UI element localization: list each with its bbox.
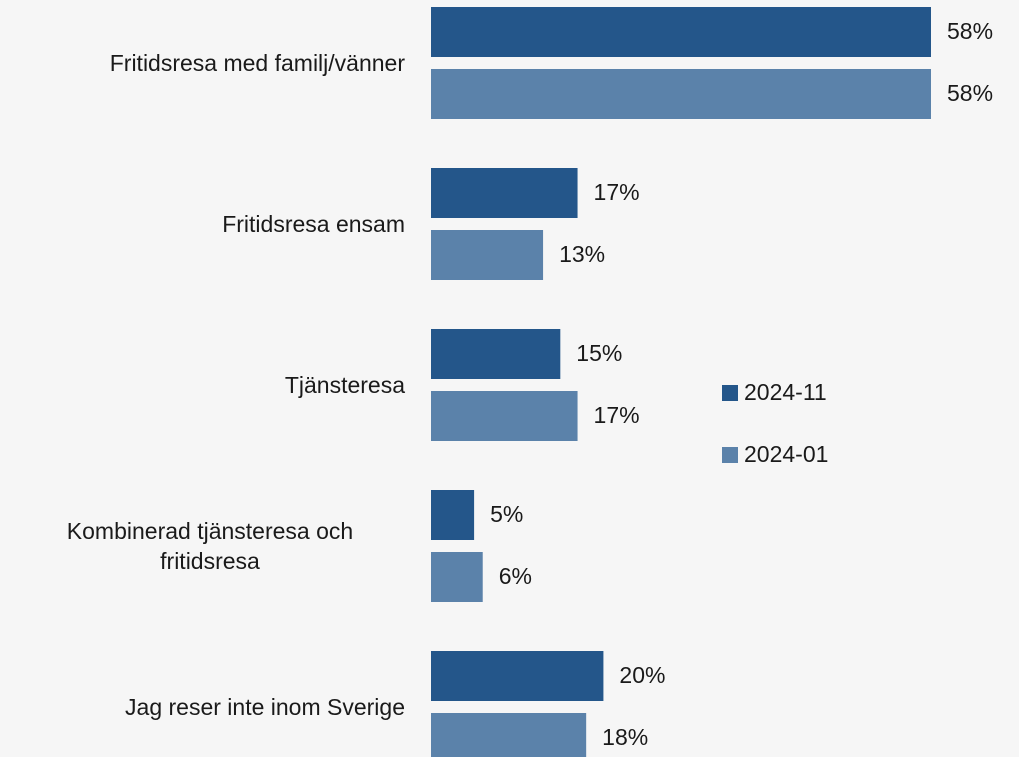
value-label: 18% [602, 724, 648, 750]
value-label: 15% [576, 340, 622, 366]
legend-label: 2024-11 [744, 379, 827, 405]
bar [431, 329, 561, 379]
category-label: Fritidsresa med familj/vänner [15, 48, 405, 78]
category-text: Tjänsteresa [284, 372, 405, 398]
bar [431, 168, 578, 218]
value-label: 58% [947, 80, 993, 106]
value-label: 58% [947, 18, 993, 44]
category-label: Jag reser inte inom Sverige [15, 692, 405, 722]
bar [431, 490, 475, 540]
category-label: Tjänsteresa [15, 370, 405, 400]
bar [431, 651, 604, 701]
value-label: 17% [594, 179, 640, 205]
bar [431, 391, 578, 441]
category-text: Jag reser inte inom Sverige [125, 694, 405, 720]
value-label: 5% [490, 501, 523, 527]
bar [431, 713, 587, 757]
value-label: 20% [619, 662, 665, 688]
legend-swatch [722, 385, 738, 401]
value-label: 17% [594, 402, 640, 428]
bar [431, 69, 931, 119]
category-label: Fritidsresa ensam [15, 209, 405, 239]
category-text: Fritidsresa med familj/vänner [109, 50, 405, 76]
value-label: 13% [559, 241, 605, 267]
bar [431, 230, 544, 280]
bar [431, 7, 931, 57]
value-label: 6% [499, 563, 532, 589]
legend-label: 2024-01 [744, 441, 828, 467]
category-text: Kombinerad tjänsteresa och fritidsresa [66, 518, 354, 574]
category-label: Kombinerad tjänsteresa och fritidsresa [15, 516, 405, 576]
category-text: Fritidsresa ensam [222, 211, 405, 237]
legend-swatch [722, 447, 738, 463]
bar [431, 552, 483, 602]
